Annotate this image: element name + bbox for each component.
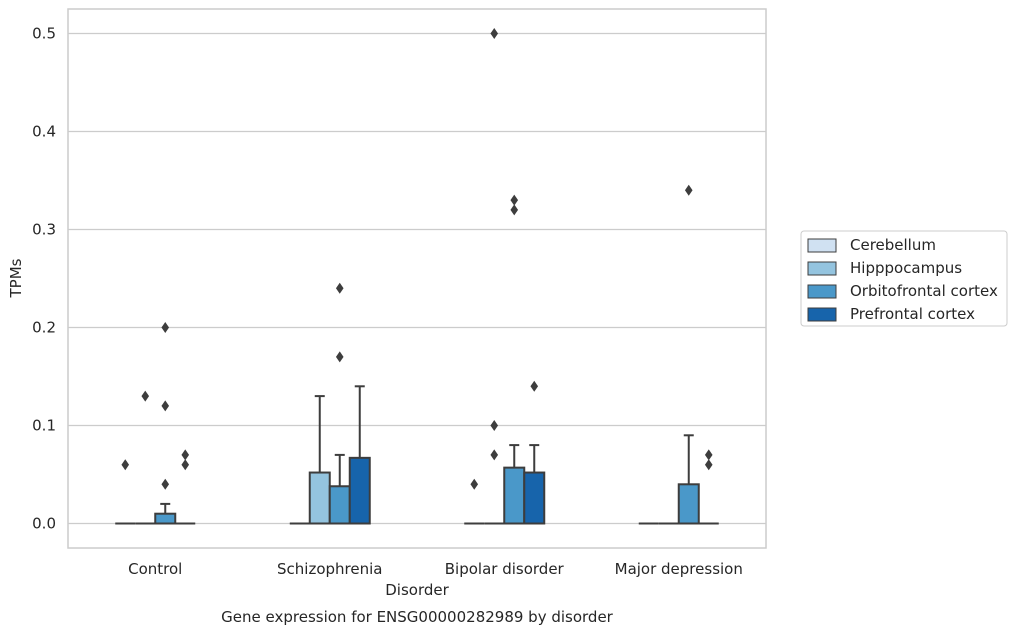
box-group	[677, 184, 700, 525]
box-group	[698, 449, 719, 525]
outlier-point	[121, 459, 130, 471]
y-tick-label: 0.4	[32, 123, 56, 141]
box	[308, 471, 331, 525]
box-plot-marks	[115, 28, 719, 525]
outlier-point	[161, 322, 170, 333]
y-tick-label: 0.1	[32, 417, 56, 435]
legend-swatch	[807, 307, 837, 322]
legend: Cerebellum Hipppocampus Orbitofrontal cort…	[800, 230, 1008, 327]
outlier-point	[161, 478, 170, 490]
y-tick-label: 0.0	[32, 515, 56, 533]
outlier-point	[470, 478, 479, 490]
y-tick-label: 0.2	[32, 319, 56, 337]
outlier-point	[490, 449, 499, 461]
x-tick-label: Bipolar disorder	[445, 560, 565, 578]
box	[348, 456, 371, 525]
y-tick-label: 0.3	[32, 221, 56, 239]
x-tick-label: Major depression	[615, 560, 743, 578]
legend-label: Cerebellum	[850, 236, 936, 254]
outlier-point	[141, 390, 150, 402]
outlier-point	[684, 184, 693, 196]
outlier-point	[510, 204, 519, 216]
box-group	[348, 385, 371, 525]
box-group	[154, 322, 177, 525]
legend-swatch	[807, 284, 837, 299]
outlier-point	[161, 400, 170, 412]
box	[328, 485, 351, 525]
box-group	[135, 390, 156, 525]
outlier-point	[490, 28, 499, 39]
legend-label: Prefrontal cortex	[850, 305, 975, 323]
legend-label: Hipppocampus	[850, 259, 962, 277]
outlier-point	[181, 449, 190, 461]
outlier-point	[704, 449, 713, 461]
box-group	[175, 449, 196, 525]
y-axis-label: TPMs	[7, 258, 25, 298]
outlier-point	[704, 459, 713, 471]
y-axis-ticks: 0.0 0.1 0.2 0.3 0.4 0.5	[32, 25, 56, 533]
box-group	[308, 395, 331, 525]
outlier-point	[530, 380, 539, 392]
x-axis-ticks: Control Schizophrenia Bipolar disorder Majo…	[128, 560, 743, 578]
legend-frame	[800, 230, 1008, 327]
gridlines	[68, 32, 766, 525]
box-group	[503, 194, 526, 525]
box-group	[484, 28, 505, 525]
outlier-point	[510, 194, 519, 206]
outlier-point	[181, 459, 190, 471]
x-tick-label: Schizophrenia	[277, 560, 382, 578]
box-group	[115, 459, 136, 525]
outlier-point	[490, 420, 499, 431]
box-group	[328, 282, 351, 525]
box	[154, 512, 177, 525]
box	[503, 466, 526, 525]
box	[677, 483, 700, 525]
plot-area-frame	[67, 8, 767, 549]
legend-swatch	[807, 238, 837, 253]
x-tick-label: Control	[128, 560, 182, 578]
legend-swatch	[807, 261, 837, 276]
outlier-point	[335, 351, 344, 363]
outlier-point	[335, 282, 344, 294]
box	[523, 471, 546, 525]
y-tick-label: 0.5	[32, 25, 56, 43]
chart-title: Gene expression for ENSG00000282989 by d…	[221, 608, 614, 626]
box-group	[464, 478, 485, 525]
box-group	[523, 380, 546, 525]
x-axis-label: Disorder	[385, 581, 449, 599]
legend-label: Orbitofrontal cortex	[850, 282, 998, 300]
